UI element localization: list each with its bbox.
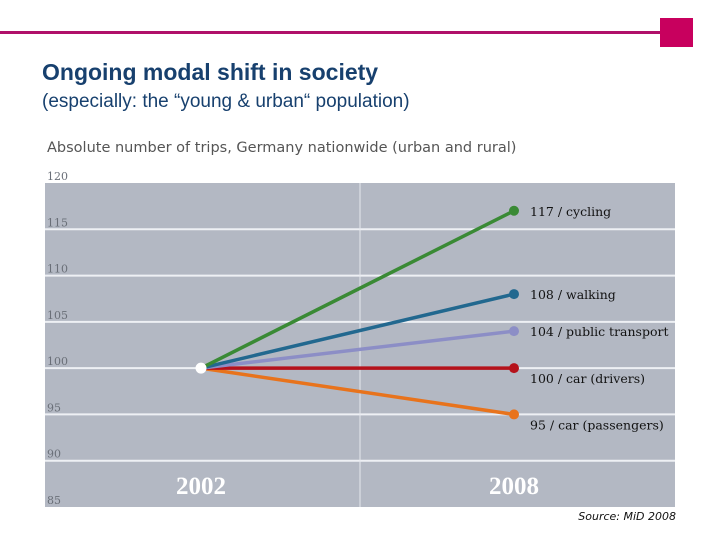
y-tick-label: 110: [47, 263, 68, 276]
series-points: [195, 205, 519, 420]
series-line-car-passengers-: [199, 366, 516, 417]
y-tick-label: 120: [47, 170, 68, 183]
slide-title: Ongoing modal shift in society: [42, 59, 379, 85]
y-tick-label: 95: [47, 401, 61, 414]
series-label-cycling: 117 / cycling: [530, 204, 611, 219]
series-label-public-transport: 104 / public transport: [530, 324, 668, 339]
series-point-public-transport: [509, 326, 519, 337]
series-label-car-drivers: 100 / car (drivers): [530, 371, 645, 386]
x-axis-year-labels: 2002 2008: [176, 473, 539, 500]
header-accent-square: [660, 18, 693, 47]
y-tick-label: 105: [47, 309, 68, 322]
source-note: Source: MiD 2008: [578, 510, 676, 523]
series-point-walking: [509, 289, 519, 300]
series-point-cycling: [509, 205, 519, 216]
series-point-car-passengers: [509, 409, 519, 420]
y-tick-label: 115: [47, 216, 68, 229]
series-label-car-passengers: 95 / car (passengers): [530, 417, 664, 432]
start-point-2002: [195, 362, 207, 374]
x-tick-label-2002: 2002: [176, 473, 226, 500]
y-axis-ticks: 120 115 110 105 100 95 90 85: [47, 170, 68, 507]
series-line-walking: [199, 292, 516, 370]
y-tick-label: 90: [47, 448, 61, 461]
header-accent-line: [0, 31, 662, 34]
slide-subtitle: (especially: the “young & urban“ populat…: [42, 91, 410, 112]
chart-title: Absolute number of trips, Germany nation…: [47, 140, 517, 156]
series-label-walking: 108 / walking: [530, 287, 616, 302]
x-tick-label-2008: 2008: [489, 473, 539, 500]
series-labels: 117 / cycling 108 / walking 104 / public t…: [530, 204, 668, 433]
y-tick-label: 85: [47, 494, 61, 507]
series-point-car-drivers: [509, 363, 519, 374]
series-line-cycling: [199, 209, 516, 370]
series-line-public-transport: [199, 329, 516, 370]
series-lines: [199, 209, 516, 417]
y-tick-label: 100: [47, 355, 68, 368]
